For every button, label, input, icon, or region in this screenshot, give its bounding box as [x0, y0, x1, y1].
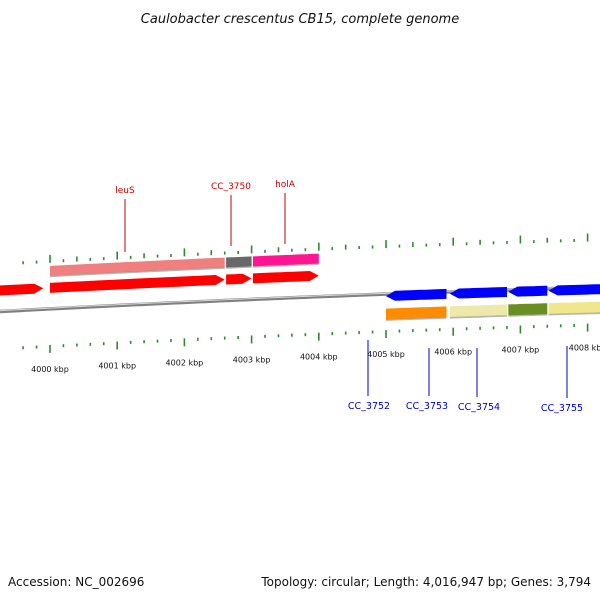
- reverse-gene-arrow[interactable]: [508, 285, 548, 297]
- tick-label: 4002 kbp: [166, 358, 204, 367]
- tick-layer: 4000 kbp 4001 kbp 4002 kbp 4003 kbp 4004 kbp…: [22, 233, 600, 374]
- tick-label: 4005 kbp: [367, 350, 405, 359]
- reverse-gene-arrow[interactable]: [386, 288, 447, 301]
- accession-text: Accession: NC_002696: [8, 575, 144, 589]
- gene-label-layer: leuS CC_3750 holA CC_3752 CC_3753 CC_3754 CC_3…: [115, 180, 583, 414]
- gene-label: CC_3753: [406, 401, 448, 412]
- forward-feature-band: [50, 257, 225, 276]
- gene-label: holA: [275, 180, 296, 190]
- forward-gene-arrow[interactable]: [252, 271, 319, 284]
- gene-label: CC_3755: [541, 403, 583, 414]
- gene-label: CC_3752: [348, 401, 390, 412]
- forward-gene-arrow[interactable]: [226, 273, 252, 285]
- reverse-feature-shadow: [449, 315, 507, 319]
- tick-label: 4008 kbp: [569, 344, 600, 353]
- reverse-gene-arrow[interactable]: [548, 284, 600, 296]
- tick-label: 4006 kbp: [434, 348, 472, 357]
- tick-label: 4003 kbp: [233, 355, 271, 364]
- reverse-feature-band: [548, 301, 600, 315]
- forward-feature-band: [226, 256, 252, 268]
- tick-label: 4007 kbp: [502, 346, 540, 355]
- tick-label: 4004 kbp: [300, 353, 338, 362]
- reverse-feature-shadow: [508, 313, 548, 317]
- tick-label: 4000 kbp: [31, 365, 69, 374]
- map-title: Caulobacter crescentus CB15, complete ge…: [141, 12, 459, 27]
- feature-layer: [50, 253, 600, 321]
- reverse-feature-band: [449, 304, 507, 318]
- forward-feature-shadow: [226, 266, 252, 269]
- genome-summary-text: Topology: circular; Length: 4,016,947 bp…: [260, 575, 591, 589]
- forward-gene-arrow[interactable]: [0, 283, 44, 297]
- reverse-gene-arrow[interactable]: [449, 287, 507, 299]
- forward-feature-shadow: [252, 263, 319, 268]
- gene-layer: [0, 271, 600, 301]
- reverse-feature-band: [508, 303, 548, 316]
- gene-label: CC_3750: [211, 182, 251, 192]
- gene-label: CC_3754: [458, 402, 500, 413]
- gene-label: leuS: [115, 186, 135, 196]
- reverse-feature-shadow: [386, 317, 447, 321]
- forward-feature-band: [252, 253, 319, 267]
- forward-feature-shadow: [50, 267, 225, 278]
- reverse-feature-band: [386, 306, 447, 320]
- reverse-feature-shadow: [548, 312, 600, 316]
- tick-label: 4001 kbp: [98, 362, 136, 371]
- forward-gene-arrow[interactable]: [50, 275, 225, 293]
